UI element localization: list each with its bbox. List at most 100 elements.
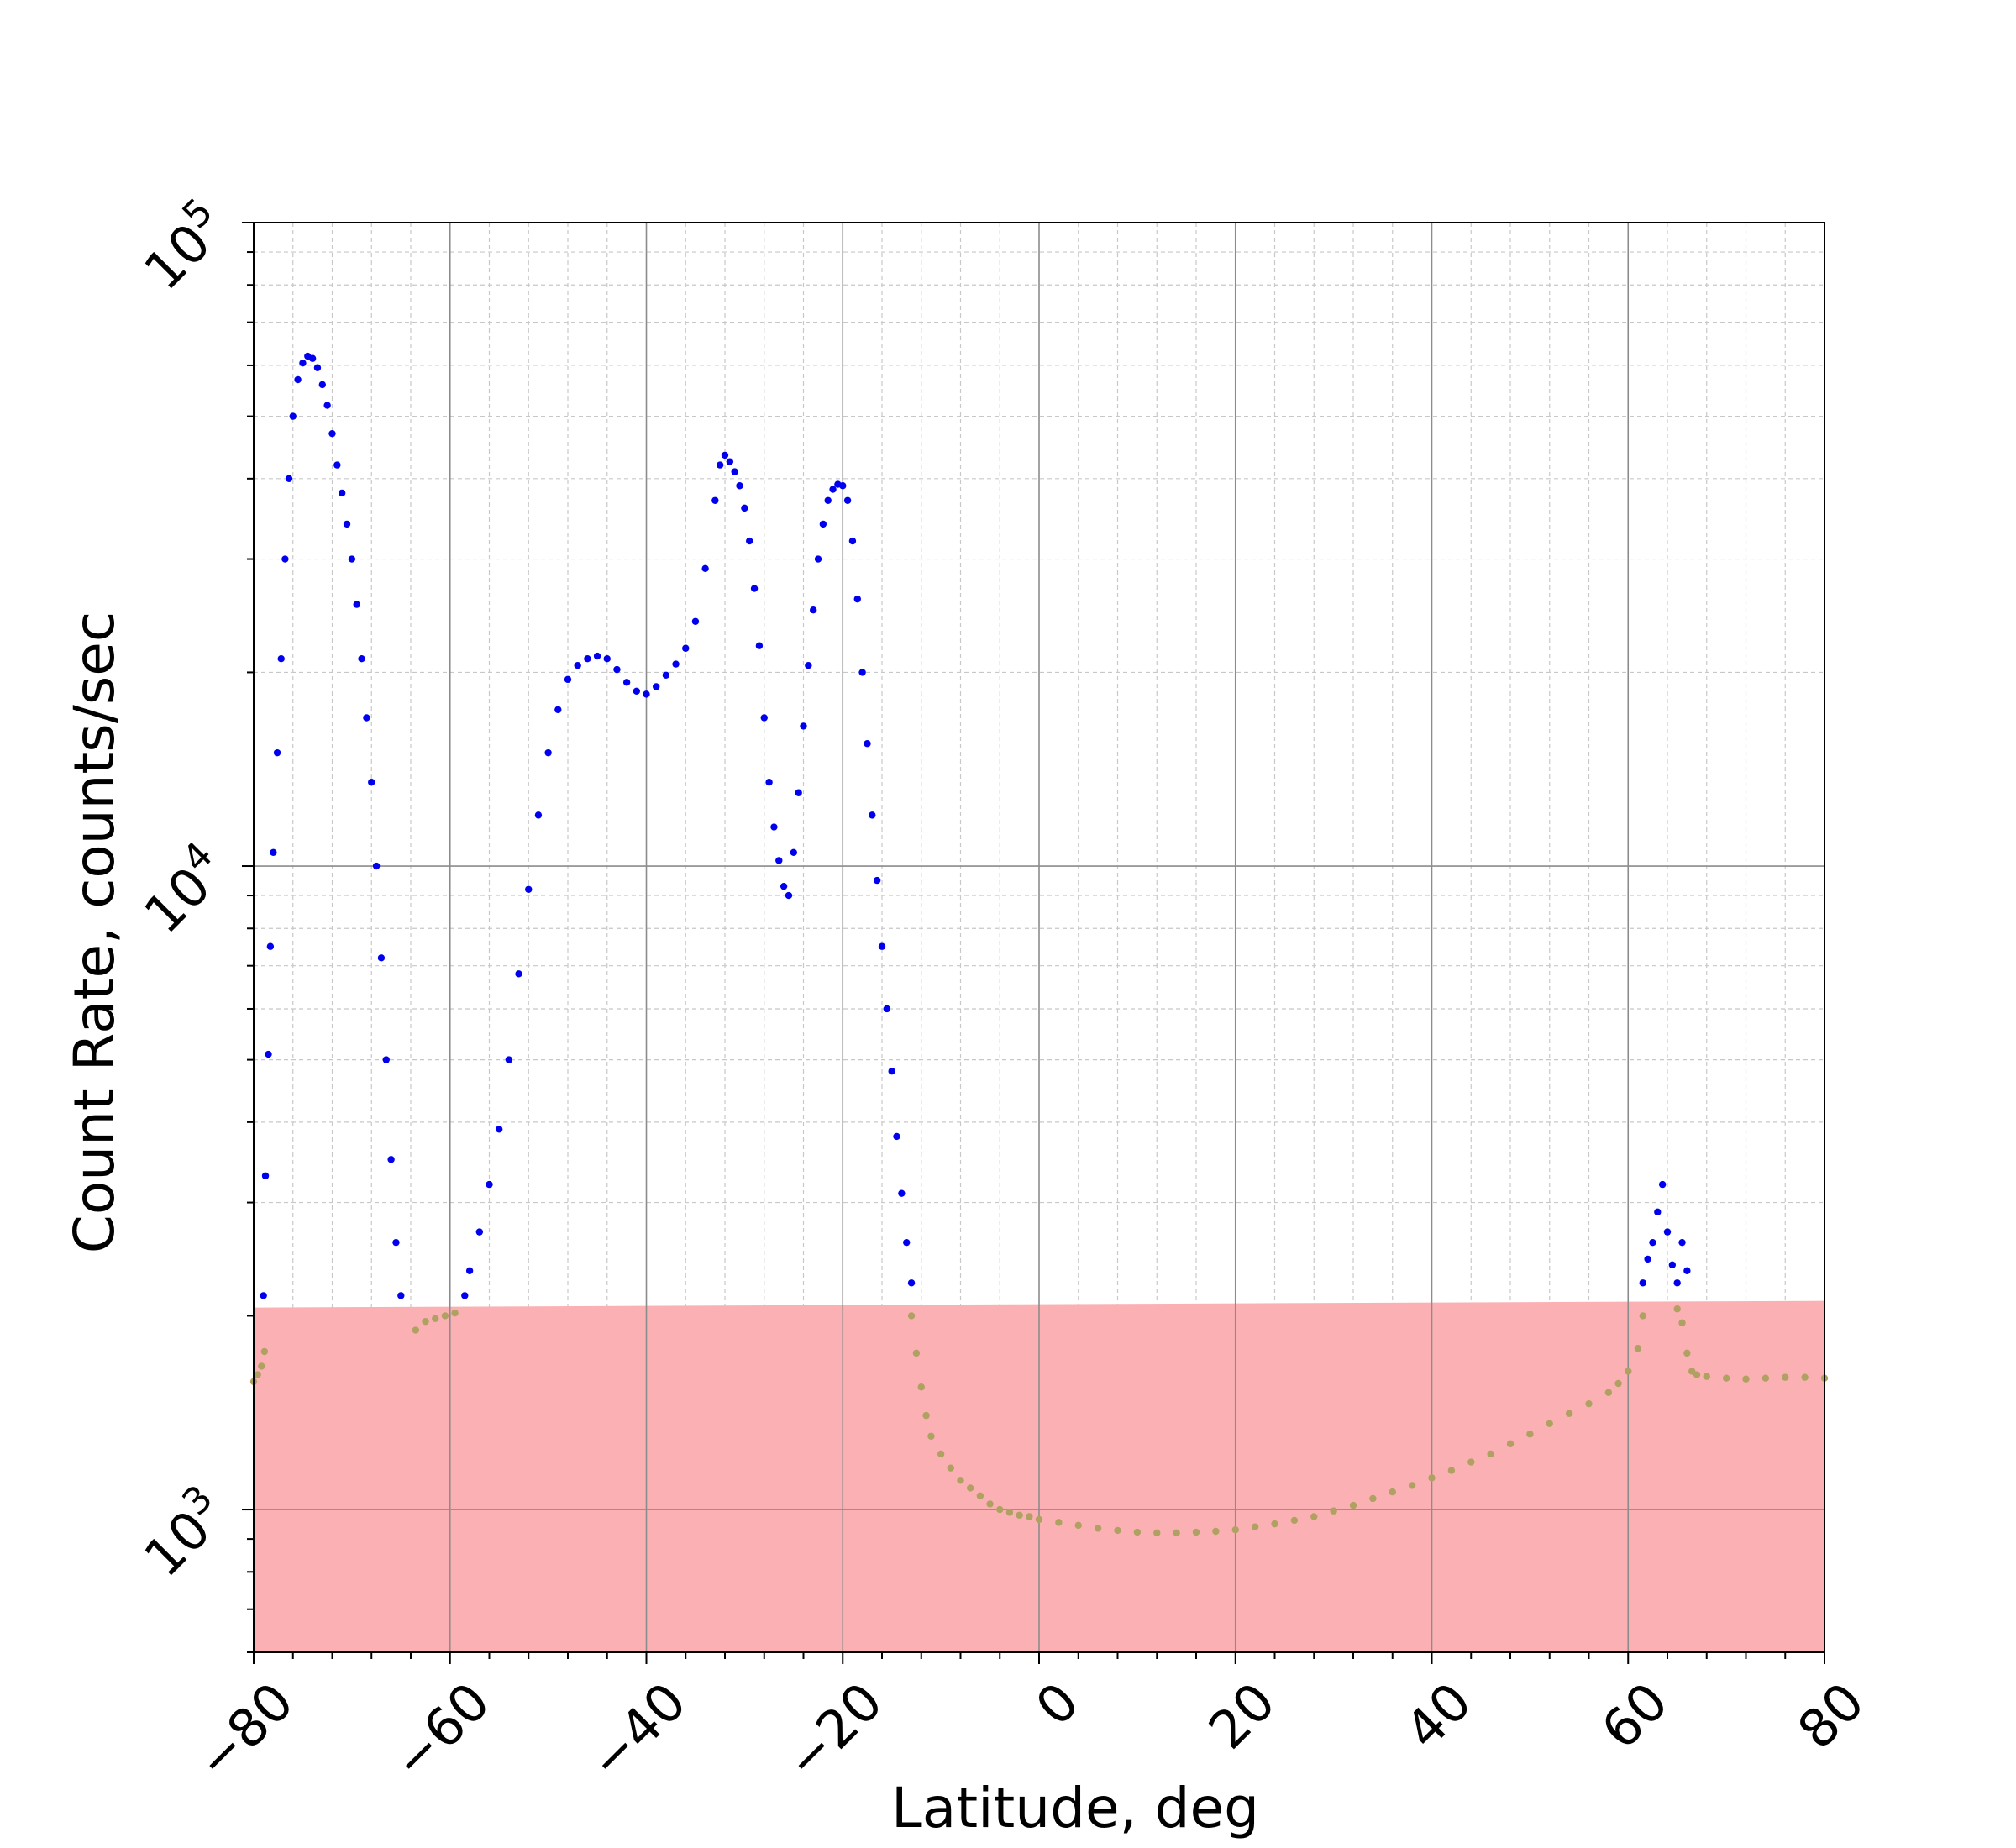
data-point (682, 644, 690, 652)
data-point (912, 1349, 921, 1357)
data-point (760, 714, 768, 722)
data-point (333, 461, 341, 469)
data-point (1658, 1180, 1667, 1189)
data-point (1133, 1528, 1142, 1536)
data-point (726, 458, 734, 465)
data-point (937, 1450, 945, 1458)
x-tick-label: −20 (774, 1671, 895, 1792)
data-point (1688, 1368, 1696, 1375)
data-point (947, 1464, 955, 1472)
data-point (313, 364, 322, 371)
data-point (277, 654, 285, 663)
data-point (299, 359, 307, 367)
data-point (432, 1315, 439, 1323)
x-tick-label: −80 (184, 1671, 305, 1792)
x-tick-label: 60 (1589, 1671, 1679, 1761)
data-point (353, 601, 360, 608)
data-point (848, 537, 857, 545)
data-point (721, 451, 729, 459)
data-point (1526, 1431, 1534, 1438)
data-point (633, 687, 641, 695)
data-point (1639, 1312, 1646, 1320)
data-point (1614, 1379, 1622, 1388)
data-point (265, 1050, 272, 1058)
data-point (800, 722, 807, 730)
data-point (593, 652, 601, 660)
data-point (525, 885, 533, 893)
data-point (907, 1279, 916, 1287)
data-point (1251, 1523, 1259, 1530)
data-point (1693, 1371, 1701, 1378)
x-tick-label: 0 (1024, 1671, 1091, 1738)
data-point (1016, 1511, 1023, 1519)
data-point (716, 461, 724, 469)
data-point (451, 1309, 459, 1317)
data-point (368, 778, 375, 786)
data-point (1644, 1255, 1651, 1263)
data-point (883, 1005, 891, 1013)
data-point (1604, 1389, 1613, 1396)
data-point (564, 675, 572, 684)
data-point (662, 671, 670, 679)
axis-ticks (242, 222, 1825, 1664)
data-point (461, 1292, 469, 1299)
data-point (893, 1132, 900, 1141)
data-point (765, 778, 773, 786)
data-point (976, 1492, 984, 1500)
data-point (358, 654, 365, 663)
data-point (790, 848, 798, 856)
data-point (397, 1292, 405, 1299)
data-point (1742, 1375, 1750, 1383)
data-point (603, 654, 611, 663)
data-point (554, 706, 562, 714)
data-point (1389, 1488, 1396, 1496)
data-point (780, 882, 788, 890)
data-point (261, 1172, 270, 1180)
data-point (505, 1056, 513, 1063)
data-point (343, 520, 351, 528)
data-point (258, 1362, 265, 1370)
data-point (1487, 1450, 1494, 1458)
data-point (1005, 1509, 1014, 1516)
data-point (1153, 1529, 1161, 1536)
data-point (1173, 1529, 1180, 1536)
data-point (898, 1189, 906, 1197)
data-point (853, 595, 861, 603)
data-point (323, 402, 331, 409)
data-point (544, 748, 552, 757)
data-point (1310, 1513, 1318, 1520)
data-points (249, 352, 1829, 1536)
data-point (1506, 1440, 1515, 1448)
data-point (1722, 1374, 1730, 1382)
data-point (281, 555, 289, 563)
data-point (1639, 1279, 1646, 1287)
data-point (917, 1383, 925, 1391)
data-point (273, 748, 281, 757)
data-point (643, 690, 650, 698)
data-point (622, 679, 631, 686)
data-point (486, 1180, 493, 1189)
data-point (1074, 1521, 1082, 1530)
data-point (1673, 1305, 1681, 1313)
data-point (1055, 1519, 1063, 1526)
data-point (392, 1238, 400, 1247)
data-point (1801, 1373, 1809, 1381)
data-point (1271, 1520, 1278, 1528)
data-point (858, 669, 866, 676)
data-point (652, 683, 660, 690)
data-point (775, 857, 783, 864)
data-point (289, 412, 297, 420)
data-point (736, 482, 743, 490)
data-point (922, 1411, 930, 1420)
data-point (1654, 1208, 1662, 1216)
data-point (584, 654, 591, 663)
data-point (254, 1371, 261, 1378)
data-point (701, 564, 709, 573)
data-point (515, 970, 522, 978)
data-point (338, 489, 346, 497)
data-point (1761, 1374, 1770, 1382)
data-point (843, 496, 852, 504)
data-point (864, 740, 871, 748)
data-point (1192, 1528, 1200, 1536)
